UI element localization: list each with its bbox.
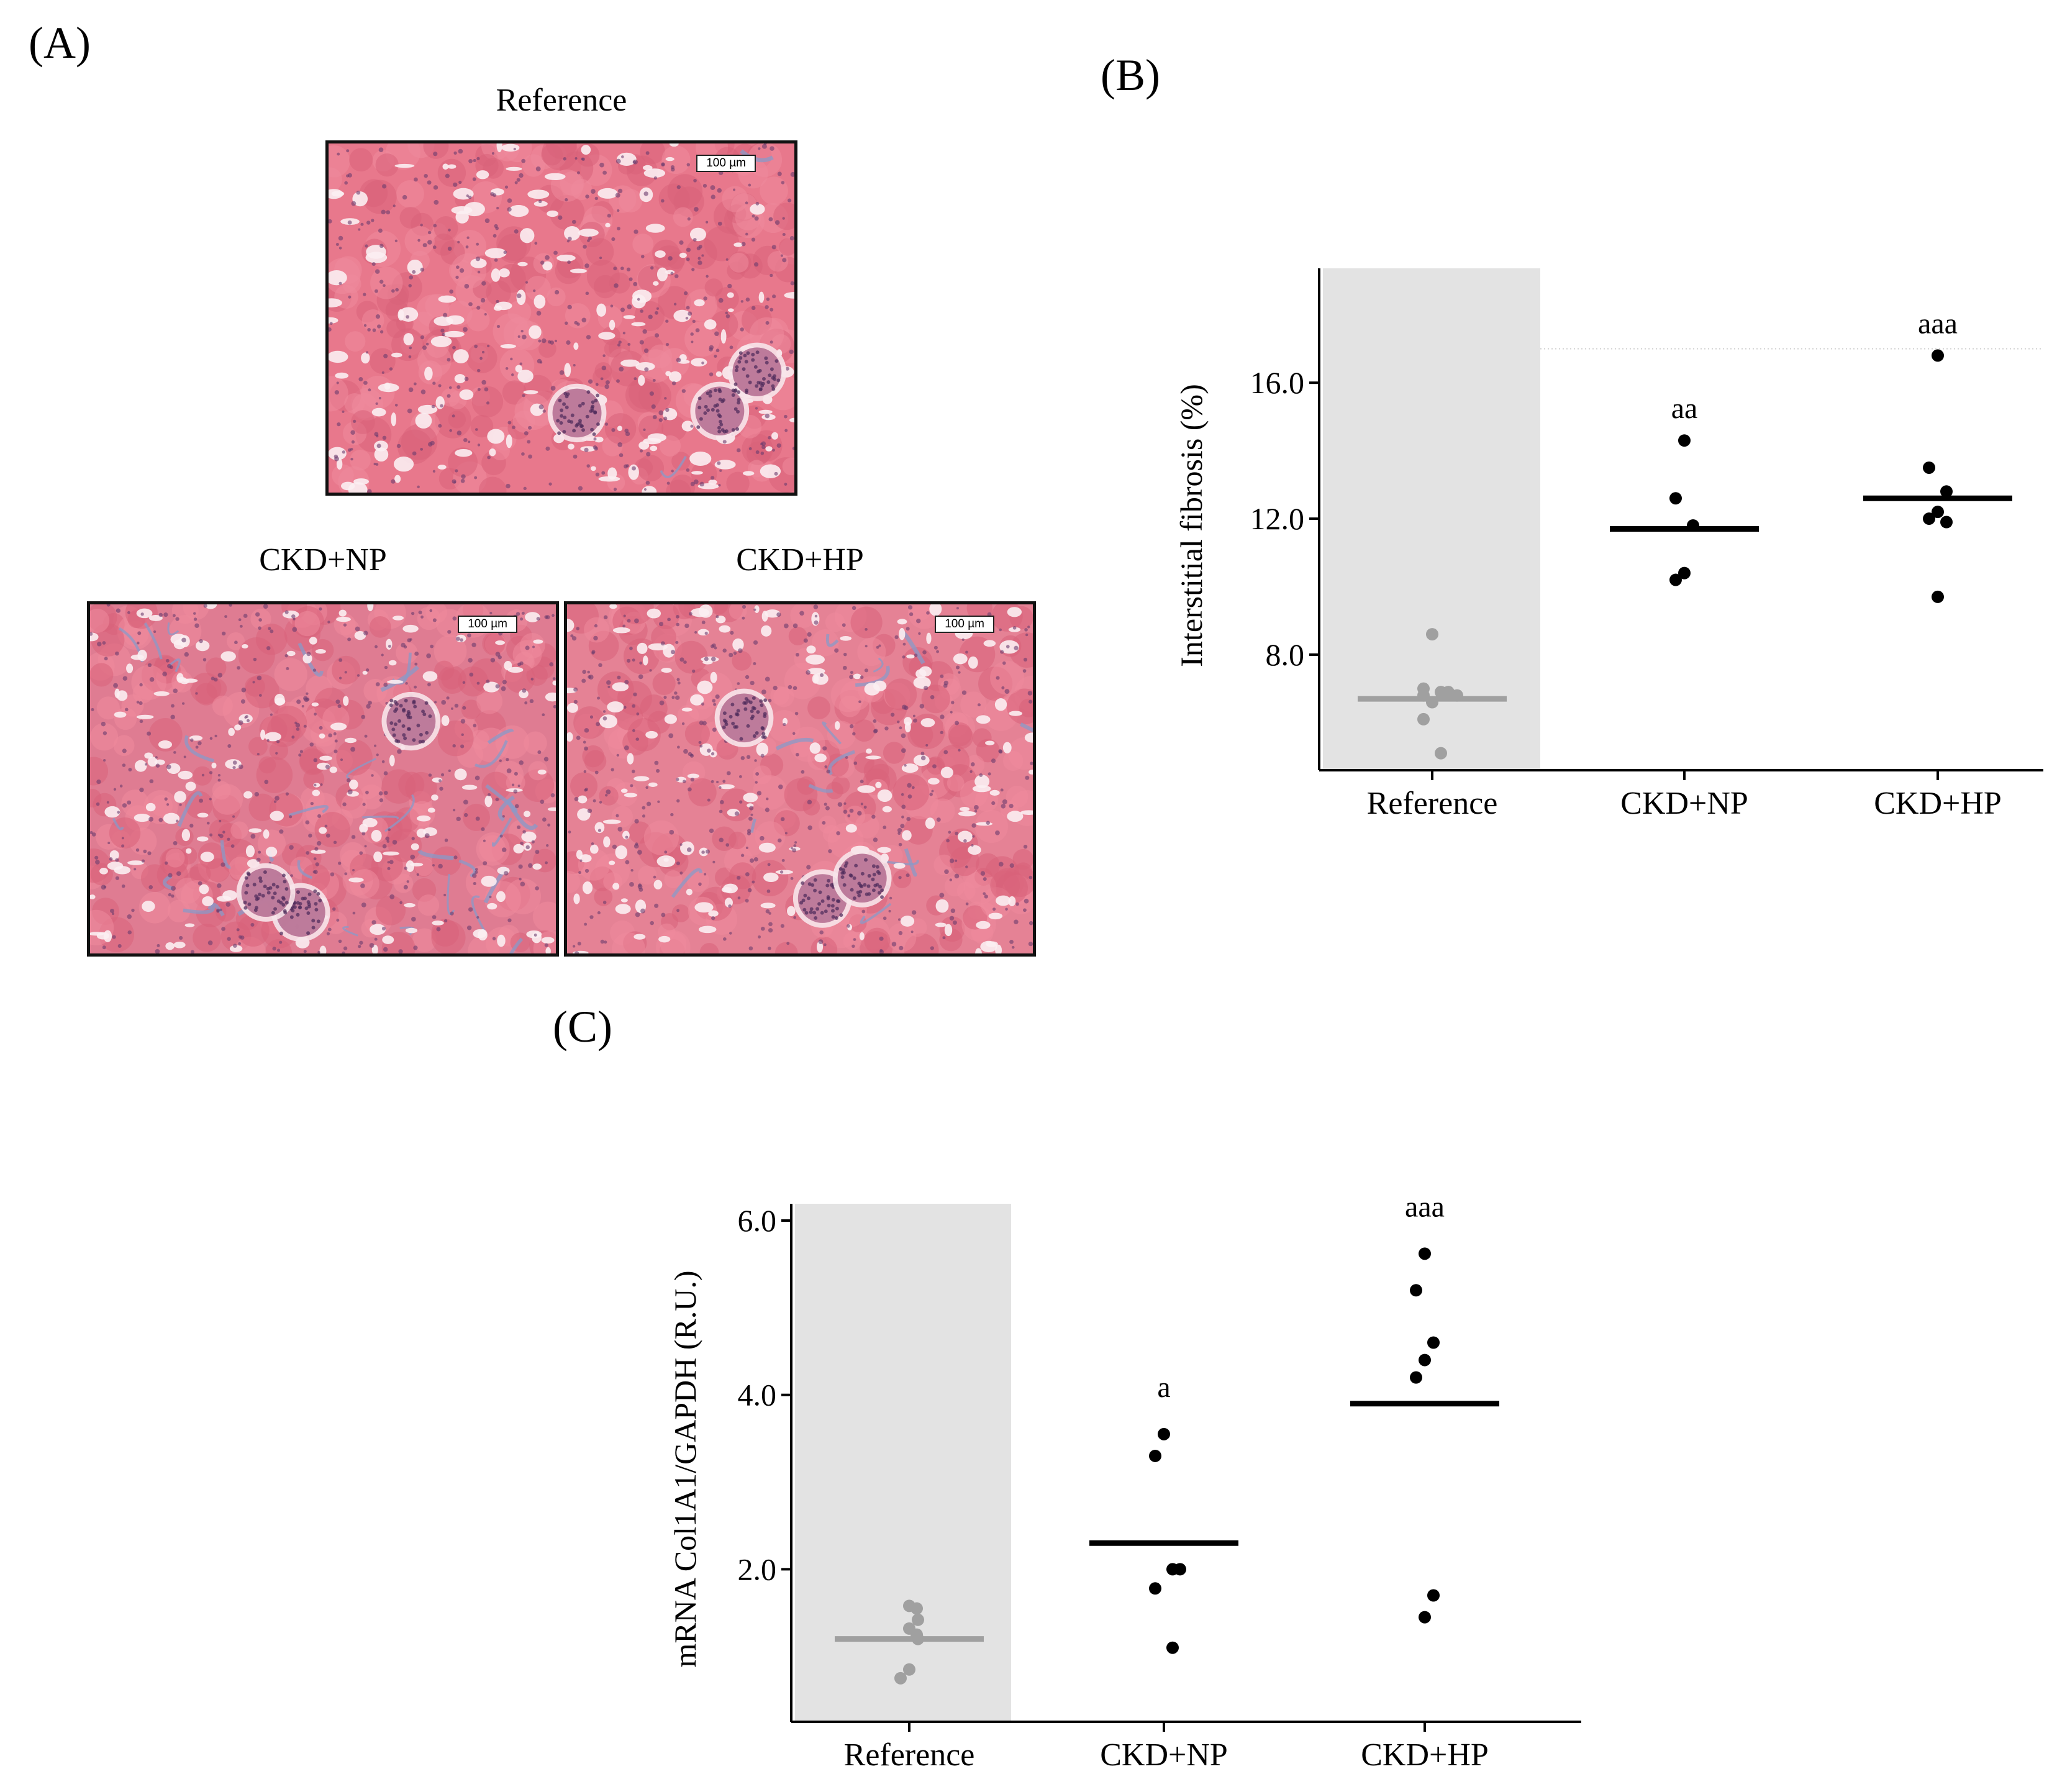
- y-axis-label: Interstitial fibrosis (%): [1174, 384, 1209, 666]
- x-tick-label: Reference: [844, 1737, 975, 1773]
- fibrosis-point: [1923, 512, 1935, 525]
- significance-label: aa: [1671, 392, 1698, 425]
- fibrosis-point: [1435, 747, 1447, 760]
- x-tick-label: CKD+NP: [1100, 1737, 1228, 1773]
- micrograph-label-ckd-hp: CKD+HP: [736, 542, 864, 578]
- col1a1-point: [1427, 1589, 1440, 1602]
- chart-col1a1-mrna: 2.0 4.0 6.0 mRNA Col1A1/GAPDH (R.U.) Referen…: [668, 1190, 1581, 1773]
- y-tick-label: 2.0: [738, 1552, 777, 1586]
- x-tick-label: CKD+NP: [1620, 786, 1748, 821]
- fibrosis-point: [1678, 566, 1691, 580]
- fibrosis-point: [1669, 573, 1682, 586]
- fibrosis-point: [1940, 516, 1953, 529]
- fibrosis-point: [1932, 590, 1944, 603]
- col1a1-point: [1419, 1247, 1431, 1260]
- col1a1-point: [1419, 1611, 1431, 1624]
- fibrosis-point: [1923, 461, 1935, 474]
- x-tick-label: CKD+HP: [1361, 1737, 1489, 1773]
- scale-bar: 100 µm: [458, 616, 517, 633]
- col1a1-point: [1410, 1284, 1422, 1297]
- reference-shading: [795, 1204, 1011, 1722]
- col1a1-point: [1410, 1371, 1422, 1384]
- fibrosis-point: [1669, 492, 1682, 505]
- significance-label: aaa: [1918, 307, 1958, 340]
- tissue-texture: [90, 604, 556, 953]
- tissue-texture: [567, 604, 1033, 953]
- col1a1-point: [1419, 1353, 1431, 1367]
- fibrosis-point: [1940, 485, 1953, 498]
- panel-b-label: (B): [1101, 50, 1160, 100]
- y-tick-label: 4.0: [738, 1378, 777, 1412]
- reference-shading: [1323, 268, 1540, 770]
- micrograph-ckd-np: 100 µm: [87, 601, 559, 957]
- col1a1-point: [894, 1671, 907, 1685]
- col1a1-point: [903, 1663, 915, 1676]
- col1a1-point: [1174, 1563, 1186, 1576]
- significance-label: a: [1157, 1371, 1170, 1404]
- y-tick-label: 8.0: [1266, 637, 1305, 672]
- col1a1-point: [1149, 1582, 1161, 1595]
- fibrosis-point: [1932, 349, 1944, 362]
- scale-bar: 100 µm: [935, 616, 994, 633]
- col1a1-point: [910, 1602, 923, 1615]
- y-tick-label: 12.0: [1250, 501, 1305, 536]
- micrograph-label-reference: Reference: [496, 83, 627, 118]
- fibrosis-point: [1417, 712, 1430, 725]
- chart-interstitial-fibrosis: 8.0 12.0 16.0 Interstitial fibrosis (%) Refe…: [1174, 268, 2043, 821]
- col1a1-point: [912, 1613, 924, 1626]
- significance-label: aaa: [1405, 1190, 1445, 1223]
- panel-c-label: (C): [553, 1002, 612, 1052]
- tissue-texture: [329, 143, 794, 493]
- y-axis-label: mRNA Col1A1/GAPDH (R.U.): [668, 1271, 702, 1668]
- scale-bar: 100 µm: [696, 155, 756, 172]
- panel-a-label: (A): [29, 18, 91, 68]
- micrograph-reference: 100 µm: [325, 140, 797, 496]
- micrograph-label-ckd-np: CKD+NP: [259, 542, 387, 578]
- y-tick-label: 16.0: [1250, 365, 1305, 400]
- col1a1-point: [1427, 1336, 1440, 1349]
- fibrosis-point: [1678, 434, 1691, 447]
- col1a1-point: [1158, 1427, 1170, 1440]
- x-tick-label: Reference: [1367, 786, 1498, 821]
- col1a1-point: [1149, 1449, 1161, 1462]
- y-tick-label: 6.0: [738, 1203, 777, 1238]
- fibrosis-point: [1426, 628, 1438, 641]
- fibrosis-point: [1932, 506, 1944, 519]
- micrograph-ckd-hp: 100 µm: [564, 601, 1036, 957]
- x-tick-label: CKD+HP: [1874, 786, 2002, 821]
- col1a1-point: [1166, 1641, 1179, 1654]
